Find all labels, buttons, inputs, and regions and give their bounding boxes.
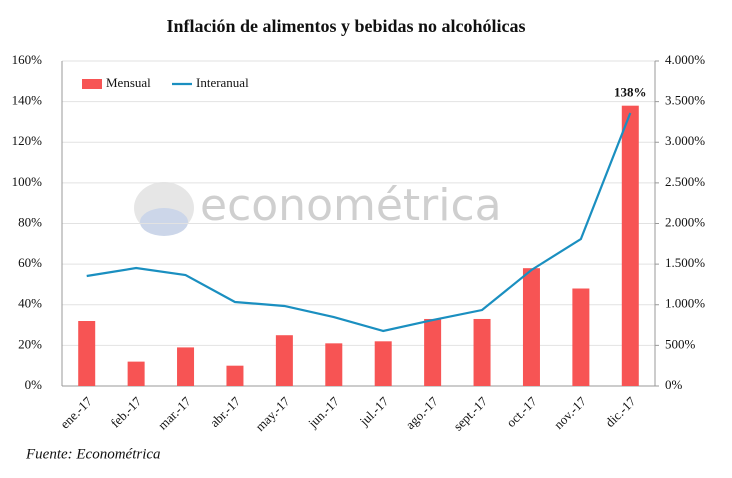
x-tick-label: feb.-17	[107, 393, 144, 430]
data-label: 138%	[614, 85, 647, 100]
x-tick-label: abr.-17	[207, 393, 244, 430]
y-tick-label: 40%	[18, 296, 42, 311]
bar	[226, 365, 244, 386]
y2-tick-label: 1.000%	[665, 296, 705, 311]
y-tick-label: 100%	[12, 174, 43, 189]
y2-tick-label: 4.000%	[665, 52, 705, 67]
x-tick-label: dic.-17	[602, 393, 639, 430]
bar	[621, 105, 639, 386]
bar	[177, 347, 195, 386]
y-tick-label: 160%	[12, 52, 43, 67]
y-tick-label: 60%	[18, 255, 42, 270]
x-tick-label: ago.-17	[402, 393, 441, 432]
watermark-logo	[134, 182, 194, 236]
x-tick-label: mar.-17	[155, 393, 194, 432]
x-tick-label: nov.-17	[551, 393, 590, 432]
y2-tick-label: 0%	[665, 377, 683, 392]
x-tick-label: may.-17	[252, 393, 293, 434]
x-tick-label: jul.-17	[356, 393, 392, 429]
x-tick-label: oct.-17	[503, 393, 540, 430]
line	[86, 112, 632, 333]
x-tick-label: jun.-17	[304, 393, 342, 431]
y2-tick-label: 500%	[665, 336, 696, 351]
y-tick-label: 140%	[12, 93, 43, 108]
bar	[473, 318, 491, 386]
bar	[374, 341, 392, 386]
source: Fuente: Econométrica	[25, 446, 161, 462]
y-tick-label: 0%	[25, 377, 43, 392]
y2-tick-label: 3.500%	[665, 93, 705, 108]
legend-label: Mensual	[106, 75, 151, 90]
y2-tick-label: 2.500%	[665, 174, 705, 189]
bar	[275, 335, 293, 386]
bar	[127, 361, 145, 386]
watermark: econométrica	[200, 180, 502, 231]
bar	[325, 343, 343, 386]
x-tick-label: ene.-17	[57, 393, 95, 431]
y-tick-label: 120%	[12, 133, 43, 148]
x-tick-label: sept.-17	[450, 393, 490, 433]
bar	[78, 321, 96, 386]
chart-title: Inflación de alimentos y bebidas no alco…	[166, 16, 525, 36]
y-tick-label: 20%	[18, 336, 42, 351]
legend-swatch	[82, 79, 102, 89]
legend-label: Interanual	[196, 75, 249, 90]
bar	[424, 318, 442, 386]
y2-tick-label: 1.500%	[665, 255, 705, 270]
bar	[572, 288, 590, 386]
bar	[522, 268, 540, 386]
y2-tick-label: 2.000%	[665, 214, 705, 229]
y2-tick-label: 3.000%	[665, 133, 705, 148]
y-tick-label: 80%	[18, 214, 42, 229]
